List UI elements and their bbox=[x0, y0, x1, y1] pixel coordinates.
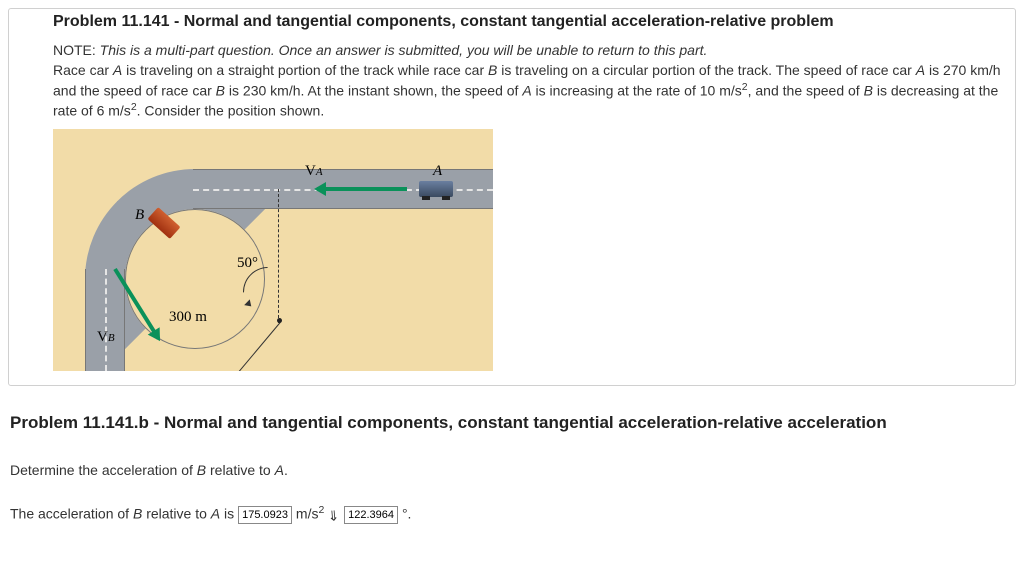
problem-body: Race car A is traveling on a straight po… bbox=[53, 61, 1001, 121]
label-radius: 300 m bbox=[169, 309, 207, 326]
road-vertical bbox=[85, 269, 125, 371]
part-b-title: Problem 11.141.b - Normal and tangential… bbox=[10, 412, 1014, 434]
q3: . bbox=[284, 462, 288, 478]
a2: relative to bbox=[142, 505, 210, 521]
magnitude-input[interactable] bbox=[238, 506, 292, 524]
vb-v: V bbox=[97, 329, 108, 345]
track-figure: VA A B VB 50° 300 m bbox=[53, 129, 493, 371]
unit-sup: 2 bbox=[318, 504, 324, 516]
q-b: B bbox=[197, 462, 206, 478]
q2: relative to bbox=[206, 462, 274, 478]
t7: , and the speed of bbox=[748, 82, 864, 98]
a-a: A bbox=[211, 505, 220, 521]
velocity-arrow-a bbox=[317, 187, 407, 191]
label-a: A bbox=[433, 163, 442, 180]
t6: is increasing at the rate of 10 m/s bbox=[532, 82, 742, 98]
t1: Race car bbox=[53, 62, 113, 78]
angle-input[interactable] bbox=[344, 506, 398, 524]
label-va: VA bbox=[305, 163, 323, 180]
label-b: B bbox=[135, 207, 144, 224]
angle-direction-icon: ⇘ bbox=[325, 506, 343, 524]
problem-card: Problem 11.141 - Normal and tangential c… bbox=[8, 8, 1016, 386]
t9: . Consider the position shown. bbox=[137, 103, 325, 119]
t2: is traveling on a straight portion of th… bbox=[122, 62, 488, 78]
a3: is bbox=[220, 505, 238, 521]
part-b-question: Determine the acceleration of B relative… bbox=[10, 462, 1014, 478]
va-v: V bbox=[305, 163, 316, 179]
car-a-1: A bbox=[113, 62, 122, 78]
center-dot bbox=[277, 318, 282, 323]
q1: Determine the acceleration of bbox=[10, 462, 197, 478]
q-a: A bbox=[275, 462, 284, 478]
problem-title: Problem 11.141 - Normal and tangential c… bbox=[53, 13, 1001, 31]
t3: is traveling on a circular portion of th… bbox=[497, 62, 915, 78]
a-b: B bbox=[133, 505, 142, 521]
part-b-section: Problem 11.141.b - Normal and tangential… bbox=[8, 400, 1016, 524]
car-b-2: B bbox=[216, 82, 225, 98]
note-label: NOTE: bbox=[53, 42, 100, 58]
vb-sub: B bbox=[108, 332, 115, 344]
car-b-3: B bbox=[864, 82, 873, 98]
t5: is 230 km/h. At the instant shown, the s… bbox=[225, 82, 522, 98]
car-a-3: A bbox=[522, 82, 531, 98]
va-sub: A bbox=[316, 166, 323, 178]
car-a-icon bbox=[419, 181, 453, 197]
label-vb: VB bbox=[97, 329, 115, 346]
unit-pre: m/s bbox=[292, 505, 318, 521]
answer-line: The acceleration of B relative to A is m… bbox=[10, 504, 1014, 525]
car-a-2: A bbox=[916, 62, 925, 78]
note-text: This is a multi-part question. Once an a… bbox=[100, 42, 708, 58]
deg-suffix: °. bbox=[398, 505, 411, 521]
label-angle: 50° bbox=[237, 255, 258, 272]
car-b-1: B bbox=[488, 62, 497, 78]
a1: The acceleration of bbox=[10, 505, 133, 521]
note-line: NOTE: This is a multi-part question. Onc… bbox=[53, 41, 1001, 60]
